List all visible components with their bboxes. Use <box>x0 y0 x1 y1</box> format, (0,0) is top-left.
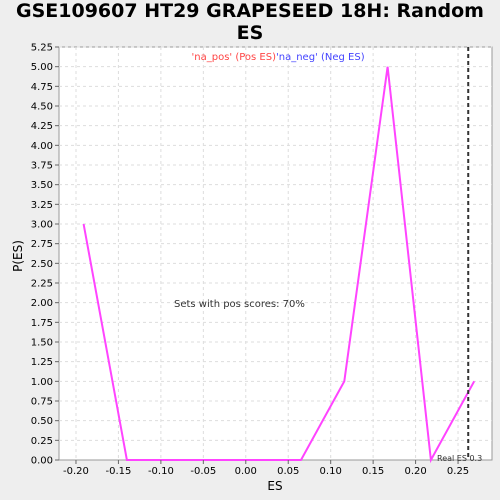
x-tick-label: 0.05 <box>277 466 299 477</box>
y-tick-label: 4.50 <box>31 102 53 113</box>
y-tick-label: 0.00 <box>31 456 53 467</box>
y-tick-label: 2.75 <box>31 239 53 250</box>
y-tick-label: 3.50 <box>31 180 53 191</box>
y-tick-label: 4.00 <box>31 141 53 152</box>
y-tick-label: 0.25 <box>31 436 53 447</box>
y-tick-label: 1.25 <box>31 357 53 368</box>
x-tick-label: -0.20 <box>63 466 89 477</box>
y-tick-label: 2.50 <box>31 259 53 270</box>
x-tick-label: 0.15 <box>362 466 384 477</box>
y-tick-label: 0.75 <box>31 397 53 408</box>
x-tick-label: 0.25 <box>447 466 469 477</box>
y-tick-label: 3.75 <box>31 161 53 172</box>
y-tick-label: 0.50 <box>31 416 53 427</box>
y-tick-label: 2.00 <box>31 298 53 309</box>
x-axis: -0.20 -0.15 -0.10 -0.05 0.00 0.05 0.10 0.15 0.20… <box>63 460 469 477</box>
legend-pos-label: 'na_pos' (Pos ES) <box>192 52 277 63</box>
series-layer <box>82 66 476 464</box>
real-es-label: Real ES 0.3 <box>437 454 482 463</box>
legend-neg-label: 'na_neg' (Neg ES) <box>276 52 365 63</box>
y-tick-label: 5.25 <box>31 43 53 54</box>
x-tick-label: -0.05 <box>190 466 216 477</box>
x-tick-label: 0.20 <box>404 466 426 477</box>
x-tick-label: -0.15 <box>105 466 131 477</box>
x-tick-label: 0.00 <box>235 466 257 477</box>
y-tick-label: 3.00 <box>31 220 53 231</box>
x-tick-label: 0.10 <box>320 466 342 477</box>
y-tick-label: 2.25 <box>31 279 53 290</box>
grid-layer <box>59 46 492 460</box>
pos-scores-annotation: Sets with pos scores: 70% <box>174 299 305 310</box>
x-axis-title: ES <box>267 479 282 493</box>
y-tick-label: 4.75 <box>31 82 53 93</box>
y-tick-label: 1.00 <box>31 377 53 388</box>
series-line <box>82 66 476 464</box>
y-tick-label: 1.75 <box>31 318 53 329</box>
plot-area <box>58 46 493 461</box>
y-axis-title: P(ES) <box>11 240 25 272</box>
chart-title-line-1: GSE109607 HT29 GRAPESEED 18H: Random ES <box>16 0 484 44</box>
y-axis: 0.00 0.25 0.50 0.75 1.00 1.25 1.50 1.75 2.00 2.25… <box>31 43 59 467</box>
y-tick-label: 5.00 <box>31 62 53 73</box>
x-tick-label: -0.10 <box>148 466 174 477</box>
y-tick-label: 4.25 <box>31 121 53 132</box>
y-tick-label: 1.50 <box>31 338 53 349</box>
y-tick-label: 3.25 <box>31 200 53 211</box>
